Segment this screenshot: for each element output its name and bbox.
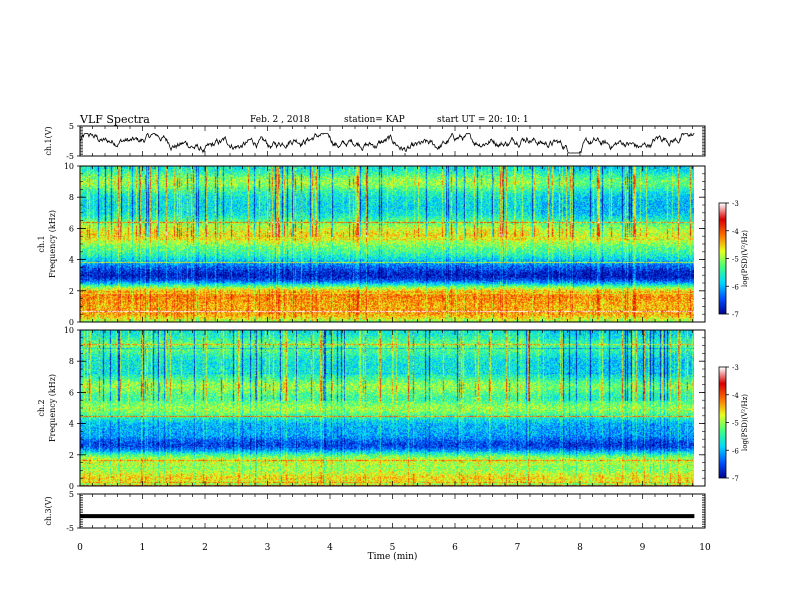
ch1-panel-ytick-label: 6 (69, 224, 74, 233)
station-label: station= KAP (344, 115, 405, 125)
ch1-panel-ytick-label: 4 (69, 256, 74, 265)
ch2-spectrogram-image (80, 330, 694, 486)
x-tick-label: 7 (515, 543, 521, 553)
ch2-colorbar-tick-label: -6 (732, 447, 739, 455)
ch1-panel-ylabel-channel: ch.1 (37, 235, 46, 252)
ch1-voltage-trace (79, 132, 695, 154)
ch1-colorbar-tick-label: -4 (732, 228, 739, 236)
date-label: Feb. 2 , 2018 (250, 115, 310, 125)
x-tick-label: 1 (140, 543, 146, 553)
ch2-colorbar-tick-label: -4 (732, 392, 739, 400)
ch2-panel-ytick-label: 6 (69, 388, 74, 397)
x-tick-label: 6 (452, 543, 458, 553)
x-tick-label: 3 (265, 543, 271, 553)
ch1-panel-ytick-label: 0 (69, 318, 74, 327)
ch1-colorbar-tick-label: -5 (732, 256, 739, 264)
ch2-colorbar-label: log(PSD)(V²/Hz) (741, 394, 749, 451)
ch1-colorbar-label: log(PSD)(V²/Hz) (741, 230, 749, 287)
top-panel-ytick-label: 5 (69, 122, 74, 131)
x-tick-label: 9 (640, 543, 646, 553)
ch1-panel-ylabel-frequency: Frequency (kHz) (48, 210, 57, 278)
x-tick-label: 10 (699, 543, 711, 553)
top-panel-ylabel: ch.1(V) (44, 126, 53, 155)
ch2-colorbar (719, 367, 726, 478)
x-tick-label: 8 (577, 543, 583, 553)
ch1-colorbar (719, 203, 726, 314)
bottom-panel-frame (79, 493, 706, 529)
ch2-colorbar-tick-label: -5 (732, 420, 739, 428)
ch2-colorbar-tick-label: -3 (732, 364, 739, 372)
ch2-panel-ytick-label: 10 (64, 326, 74, 335)
x-tick-label: 5 (390, 543, 396, 553)
ch1-spectrogram-image (80, 166, 694, 322)
ch1-panel-ytick-label: 8 (69, 193, 74, 202)
top-panel-ytick-label: -5 (66, 152, 74, 161)
ch1-panel-ytick-label: 10 (64, 162, 74, 171)
x-axis-label: Time (min) (368, 551, 418, 562)
ch2-panel-ytick-label: 8 (69, 357, 74, 366)
ch2-panel-ylabel-frequency: Frequency (kHz) (48, 374, 57, 442)
ch1-colorbar-tick-label: -3 (732, 200, 739, 208)
ch1-panel-ytick-label: 2 (69, 287, 74, 296)
bottom-panel-ylabel: ch.3(V) (44, 496, 53, 525)
ch2-panel-ytick-label: 4 (69, 420, 74, 429)
bottom-panel-ytick-label: 5 (69, 490, 74, 499)
x-tick-label: 4 (327, 543, 333, 553)
x-tick-label: 2 (202, 543, 208, 553)
ch1-colorbar-tick-label: -7 (732, 311, 739, 319)
bottom-panel-ytick-label: -5 (66, 524, 74, 533)
ch2-colorbar-tick-label: -7 (732, 475, 739, 483)
ch2-panel-ytick-label: 0 (69, 482, 74, 491)
ch2-panel-ylabel-channel: ch.2 (37, 399, 46, 416)
chart-title: VLF Spectra (80, 113, 150, 126)
x-tick-label: 0 (77, 543, 83, 553)
ch1-colorbar-tick-label: -6 (732, 283, 739, 291)
start-ut-label: start UT = 20: 10: 1 (437, 115, 529, 125)
ch2-panel-ytick-label: 2 (69, 451, 74, 460)
